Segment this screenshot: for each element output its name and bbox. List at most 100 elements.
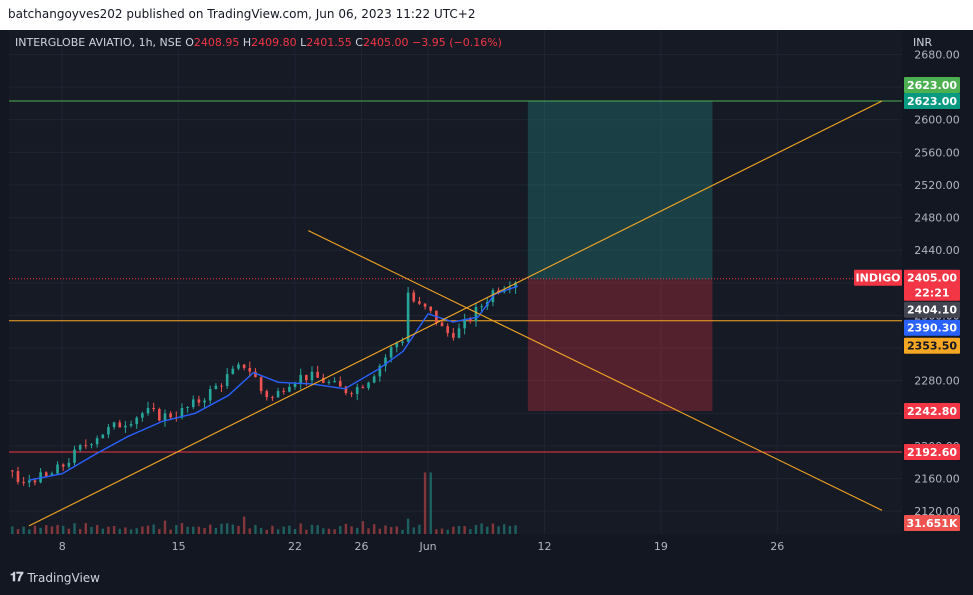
- price-chart[interactable]: 2120.002160.002200.002240.002280.002320.…: [9, 30, 965, 564]
- candle-body: [158, 409, 161, 421]
- candle-body: [412, 292, 416, 302]
- volume-bar: [265, 529, 268, 534]
- volume-bar: [446, 529, 449, 534]
- candle-body: [56, 464, 59, 474]
- currency-label: INR: [913, 36, 933, 49]
- last-price-tag-bg: [904, 269, 960, 286]
- volume-bar: [435, 529, 438, 534]
- time-tick-label: 8: [59, 540, 66, 553]
- volume-bar: [169, 529, 172, 534]
- volume-bar: [503, 524, 506, 534]
- position-profit-zone: [527, 100, 713, 280]
- candle-body: [406, 292, 410, 342]
- time-axis: [9, 534, 902, 564]
- volume-bar: [56, 525, 59, 534]
- volume-bar: [474, 525, 478, 534]
- countdown-tag: 22:21: [904, 284, 960, 301]
- volume-bar: [491, 523, 495, 534]
- candle-body: [242, 364, 246, 368]
- volume-bar: [463, 526, 466, 534]
- candle-body: [265, 391, 269, 398]
- volume-bar: [11, 526, 14, 534]
- tradingview-brand: TradingView: [27, 570, 100, 585]
- price-tick-label: 2120.00: [914, 505, 960, 518]
- high-label: H: [242, 36, 252, 49]
- candle-body: [203, 400, 206, 403]
- volume-bar: [254, 524, 257, 534]
- volume-bar: [242, 516, 246, 534]
- candle-body: [16, 471, 20, 482]
- candle-body: [73, 449, 76, 463]
- candle-body: [457, 328, 461, 338]
- candle-body: [259, 377, 263, 392]
- volume-bar: [271, 525, 274, 534]
- candle-body: [180, 408, 184, 418]
- candle-body: [78, 445, 82, 450]
- candle-body: [440, 322, 444, 327]
- open-value: 2408.95: [193, 36, 240, 49]
- volume-bar: [62, 525, 65, 534]
- price-tick-label: 2600.00: [914, 114, 960, 127]
- volume-bar: [107, 526, 110, 534]
- candle-body: [418, 301, 421, 304]
- candle-body: [33, 480, 37, 483]
- volume-bar: [378, 528, 382, 534]
- volume-bar: [401, 529, 404, 534]
- publish-info: batchangoyves202 published on TradingVie…: [8, 7, 476, 21]
- volume-bar: [418, 524, 421, 534]
- tradingview-logo[interactable]: 𝟏𝟕 TradingView: [10, 570, 100, 585]
- volume-bar: [429, 472, 432, 534]
- ma-price-tag-bg: [904, 319, 960, 336]
- candle-body: [197, 399, 201, 403]
- volume-bar: [452, 526, 455, 534]
- volume-bar: [486, 526, 489, 534]
- volume-bar: [152, 524, 155, 534]
- volume-bar: [327, 528, 331, 534]
- volume-bar: [299, 523, 302, 534]
- candle-body: [469, 318, 472, 322]
- candle-body: [321, 377, 325, 383]
- candle-body: [333, 381, 336, 383]
- candle-body: [299, 374, 302, 384]
- candle-body: [361, 387, 365, 389]
- volume-bar: [305, 529, 308, 534]
- volume-bar: [118, 528, 121, 534]
- candle-body: [446, 326, 449, 334]
- volume-tag-text: 31.651K: [907, 517, 958, 530]
- price-tick-label: 2280.00: [914, 375, 960, 388]
- volume-bar: [209, 524, 212, 534]
- volume-bar: [316, 525, 319, 534]
- candle-body: [344, 386, 348, 394]
- candle-body: [429, 306, 433, 311]
- low-value: 2401.55: [306, 36, 352, 49]
- candle-body: [50, 473, 54, 477]
- volume-bar: [73, 523, 76, 534]
- volume-bar: [203, 528, 206, 534]
- lower-price-tag-bg: [904, 443, 960, 460]
- support-price-tag-bg: [904, 337, 960, 354]
- chart-area[interactable]: 2120.002160.002200.002240.002280.002320.…: [9, 30, 965, 564]
- lower-price-tag-text: 2192.60: [907, 446, 957, 459]
- candle-body: [497, 290, 500, 293]
- candle-body: [163, 413, 167, 421]
- ma-price-tag-text: 2390.30: [907, 322, 957, 335]
- price-tick-label: 2520.00: [914, 179, 960, 192]
- candle-body: [44, 472, 48, 477]
- candle-body: [95, 438, 99, 445]
- volume-bar: [112, 525, 116, 534]
- symbol-title: INTERGLOBE AVIATIO, 1h, NSE: [15, 36, 182, 49]
- volume-bar: [67, 528, 71, 534]
- time-tick-label: 22: [288, 540, 302, 553]
- candle-body: [276, 391, 280, 398]
- price-tick-label: 2160.00: [914, 473, 960, 486]
- volume-bar: [141, 526, 144, 534]
- volume-bar: [214, 527, 218, 534]
- time-tick-label: 26: [355, 540, 369, 553]
- candle-body: [186, 407, 189, 409]
- candle-body: [248, 367, 252, 372]
- candle-body: [378, 365, 382, 377]
- candle-body: [61, 464, 65, 467]
- volume-bar: [310, 524, 314, 534]
- publish-header: batchangoyves202 published on TradingVie…: [0, 0, 973, 30]
- volume-bar: [440, 528, 444, 534]
